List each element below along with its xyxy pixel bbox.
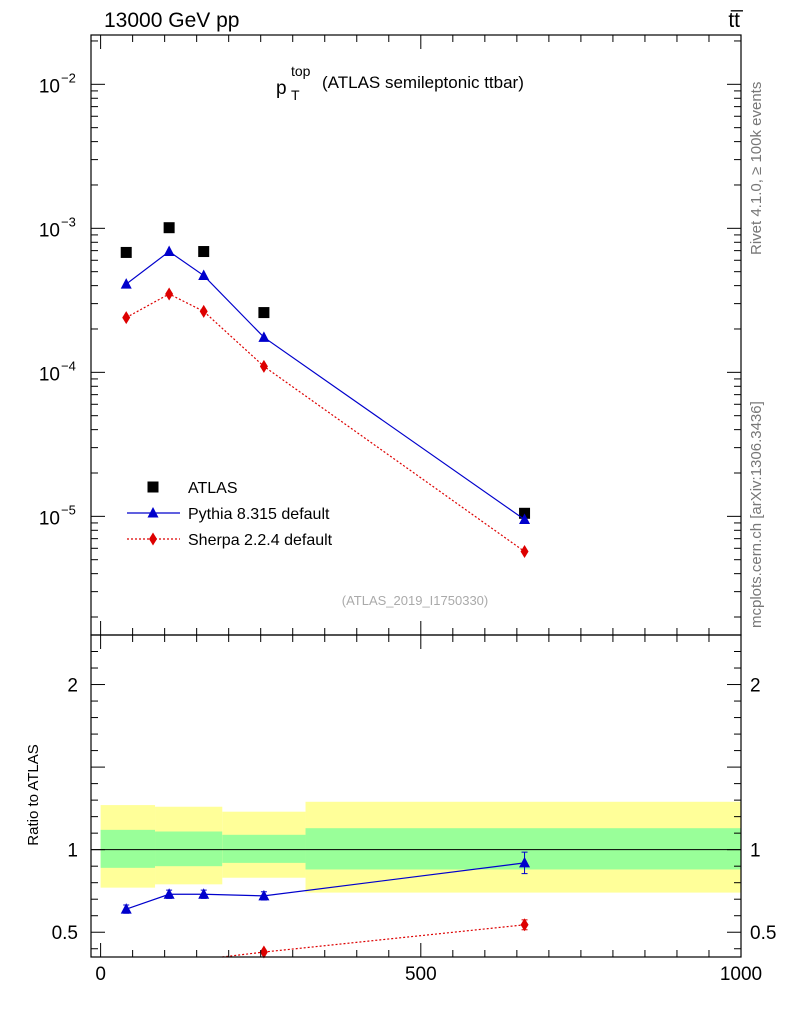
main-y-tick-label: 10 xyxy=(39,508,60,529)
pythia-ratio-point xyxy=(120,903,132,914)
plot-title: p top T (ATLAS semileptonic ttbar) xyxy=(276,63,524,103)
ratio-y-axis: 0.5 0.5 1 1 2 2 xyxy=(52,634,776,950)
main-y-tick-exponent: −4 xyxy=(61,358,76,373)
main-y-tick-exponent: −5 xyxy=(61,502,76,517)
x-tick-label: 0 xyxy=(95,964,106,985)
plot-title-p: p xyxy=(276,78,287,99)
process-label: tt̅ xyxy=(728,9,744,32)
atlas-point xyxy=(258,307,270,319)
collision-energy-label: 13000 GeV pp xyxy=(104,9,239,32)
main-series xyxy=(120,222,531,559)
sherpa-ratio-point xyxy=(259,945,268,959)
mcplots-credit-label: mcplots.cern.ch [arXiv:1306.3436] xyxy=(748,401,765,628)
ratio-band-inner-0 xyxy=(100,829,156,868)
ratio-y-tick-label-left: 0.5 xyxy=(52,923,78,944)
main-y-tick-exponent: −3 xyxy=(61,214,76,229)
atlas-point xyxy=(198,246,210,258)
ratio-y-tick-label-right: 1 xyxy=(750,841,761,862)
pythia-point xyxy=(163,245,175,257)
rivet-version-label: Rivet 4.1.0, ≥ 100k events xyxy=(748,82,765,255)
ratio-y-tick-label-right: 0.5 xyxy=(750,923,776,944)
legend: ATLAS Pythia 8.315 default Sherpa 2.2.4 de… xyxy=(127,480,333,549)
atlas-point xyxy=(120,246,132,258)
pythia-ratio-point xyxy=(258,889,270,901)
pythia-line xyxy=(125,250,525,521)
legend-atlas-marker xyxy=(147,481,159,493)
sherpa-point xyxy=(199,304,208,318)
plot-title-superscript: top xyxy=(291,63,311,79)
x-tick-label: 500 xyxy=(405,964,437,985)
sherpa-point xyxy=(520,545,529,559)
main-y-axis: 10−510−410−310−2 xyxy=(39,40,741,618)
legend-sherpa-label: Sherpa 2.2.4 default xyxy=(188,532,333,549)
legend-sherpa-marker xyxy=(149,532,157,546)
main-y-tick-label: 10 xyxy=(39,220,60,241)
sherpa-point xyxy=(165,287,174,301)
x-axis: 0 500 1000 xyxy=(95,35,762,985)
pythia-point xyxy=(120,278,132,289)
pythia-ratio-point xyxy=(198,888,210,899)
analysis-id-label: (ATLAS_2019_I1750330) xyxy=(342,593,488,608)
ratio-uncertainty-bands xyxy=(100,801,741,893)
plot-title-text: (ATLAS semileptonic ttbar) xyxy=(322,73,524,92)
pythia-ratio-point xyxy=(519,856,531,868)
x-tick-label: 1000 xyxy=(720,964,762,985)
sherpa-ratio-point xyxy=(520,918,529,932)
sherpa-ratio-line xyxy=(263,924,525,953)
pythia-ratio-point xyxy=(163,888,175,899)
ratio-y-tick-label-left: 2 xyxy=(67,676,78,697)
ratio-y-tick-label-left: 1 xyxy=(67,841,78,862)
legend-pythia-marker xyxy=(147,507,159,518)
atlas-point xyxy=(519,507,531,519)
ratio-y-tick-label-right: 2 xyxy=(750,676,761,697)
ratio-axis-label: Ratio to ATLAS xyxy=(25,744,42,845)
main-y-tick-exponent: −2 xyxy=(61,70,76,85)
pythia-point xyxy=(198,269,210,281)
plot-title-subscript: T xyxy=(291,87,300,103)
legend-pythia-label: Pythia 8.315 default xyxy=(188,506,330,523)
main-y-tick-label: 10 xyxy=(39,76,60,97)
sherpa-ratio-line-entry xyxy=(222,951,264,958)
ratio-plot-frame xyxy=(90,634,742,958)
atlas-point xyxy=(163,222,175,234)
sherpa-point xyxy=(122,311,131,325)
sherpa-point xyxy=(259,359,268,373)
main-y-tick-label: 10 xyxy=(39,364,60,385)
ratio-band-inner-2 xyxy=(222,834,306,863)
pythia-point xyxy=(258,331,270,342)
pythia-point xyxy=(519,513,531,525)
sherpa-line xyxy=(125,293,525,552)
legend-atlas-label: ATLAS xyxy=(188,480,238,497)
ratio-series xyxy=(120,851,531,959)
ratio-band-inner-1 xyxy=(155,831,223,867)
